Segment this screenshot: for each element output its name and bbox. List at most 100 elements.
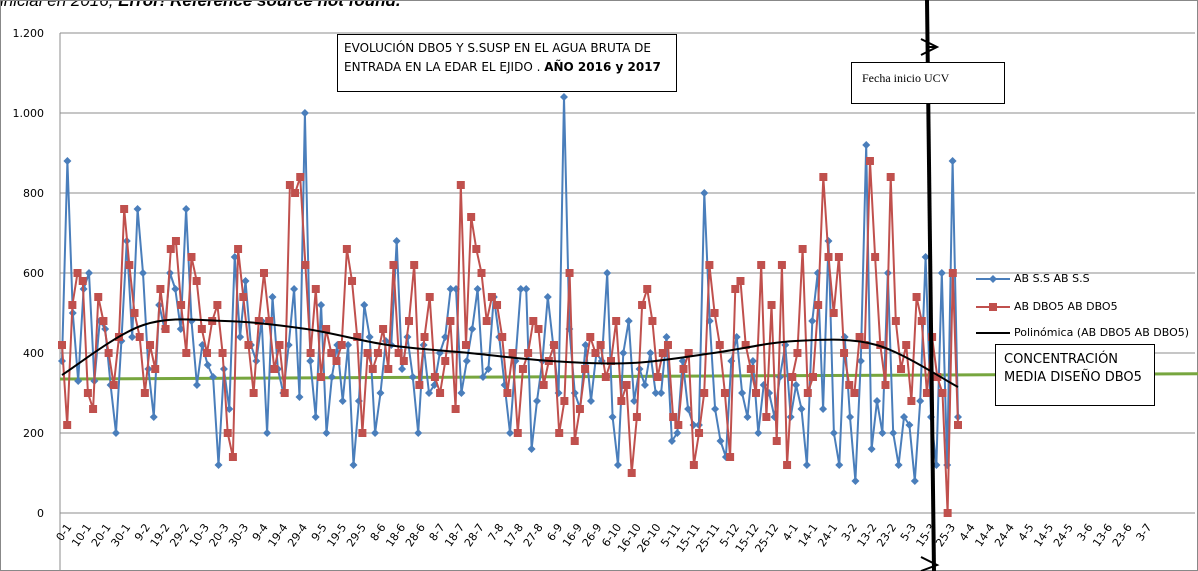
data-point	[948, 269, 957, 277]
data-point	[337, 341, 346, 349]
data-point	[630, 397, 639, 405]
data-point	[223, 429, 232, 437]
data-point	[120, 205, 129, 213]
data-point	[503, 389, 512, 397]
x-tick-label: 14-5	[1031, 521, 1056, 549]
data-point	[591, 349, 600, 357]
data-point	[748, 357, 757, 365]
data-point	[410, 261, 419, 269]
data-point	[384, 365, 393, 373]
x-tick-label: 19-4	[265, 521, 290, 549]
data-point	[674, 421, 683, 429]
x-tick-label: 24-4	[992, 521, 1017, 549]
data-point	[63, 421, 72, 429]
series-line	[61, 160, 959, 514]
data-point	[819, 173, 828, 181]
data-point	[109, 381, 118, 389]
data-point	[84, 269, 93, 277]
data-point	[371, 429, 380, 437]
data-point	[612, 317, 621, 325]
data-point	[209, 373, 218, 381]
data-point	[617, 397, 626, 405]
data-point	[797, 405, 806, 413]
data-point	[425, 389, 434, 397]
data-point	[808, 373, 817, 381]
data-point	[368, 365, 377, 373]
data-point	[477, 269, 486, 277]
data-point	[943, 461, 952, 469]
data-point	[894, 461, 903, 469]
data-point	[570, 389, 579, 397]
data-point	[456, 181, 465, 189]
data-point	[389, 261, 398, 269]
data-point	[268, 293, 277, 301]
data-point	[711, 405, 720, 413]
caption-text: inicial en 2016; Error! Reference source…	[0, 0, 401, 11]
data-point	[581, 365, 590, 373]
data-point	[937, 269, 946, 277]
data-point	[840, 349, 849, 357]
data-point	[667, 437, 676, 445]
data-point	[295, 393, 304, 401]
data-point	[646, 349, 655, 357]
data-point	[265, 317, 274, 325]
data-point	[241, 277, 250, 285]
data-point	[301, 261, 310, 269]
data-point	[532, 397, 541, 405]
data-point	[149, 413, 158, 421]
data-point	[736, 277, 745, 285]
data-point	[441, 357, 450, 365]
data-point	[792, 381, 801, 389]
data-point	[527, 445, 536, 453]
data-point	[632, 413, 641, 421]
data-point	[905, 421, 914, 429]
x-tick-label: 20-1	[89, 521, 114, 549]
data-point	[653, 373, 662, 381]
data-point	[938, 389, 947, 397]
data-point	[643, 285, 652, 293]
data-point	[910, 477, 919, 485]
data-point	[451, 405, 460, 413]
data-point	[513, 429, 522, 437]
data-point	[462, 357, 471, 365]
data-point	[479, 373, 488, 381]
data-point	[673, 429, 682, 437]
data-point	[921, 253, 930, 261]
data-point	[954, 421, 962, 429]
data-point	[741, 341, 750, 349]
data-point	[436, 389, 445, 397]
x-tick-label: 18-7	[442, 521, 467, 549]
data-point	[738, 389, 747, 397]
data-point	[306, 349, 315, 357]
x-tick-label: 10-1	[69, 521, 94, 549]
data-point	[104, 349, 113, 357]
data-point	[228, 453, 237, 461]
data-point	[889, 429, 898, 437]
data-point	[662, 333, 671, 341]
x-tick-label: 3-7	[1134, 521, 1155, 543]
data-point	[239, 293, 248, 301]
data-point	[793, 349, 802, 357]
data-point	[684, 405, 693, 413]
legend-item-dbo5: AB DBO5 AB DBO5	[976, 300, 1118, 313]
data-point	[197, 325, 206, 333]
data-point	[373, 349, 382, 357]
ucv-start-label: Fecha inicio UCV	[851, 62, 1005, 104]
series-ss	[58, 93, 962, 485]
x-tick-label: 24-1	[815, 521, 840, 549]
data-point	[720, 389, 729, 397]
data-point	[802, 461, 811, 469]
data-point	[156, 285, 165, 293]
chart-title-line1: EVOLUCIÓN DBO5 Y S.SUSP EN EL AGUA BRUTA…	[344, 41, 652, 55]
data-point	[871, 253, 880, 261]
x-tick-label: 13-2	[855, 521, 880, 549]
data-point	[862, 141, 871, 149]
data-point	[360, 301, 369, 309]
data-point	[457, 389, 466, 397]
data-point	[203, 361, 212, 369]
data-point	[777, 261, 786, 269]
data-point	[446, 285, 455, 293]
data-point	[669, 413, 678, 421]
data-point	[379, 325, 388, 333]
data-point	[344, 341, 353, 349]
